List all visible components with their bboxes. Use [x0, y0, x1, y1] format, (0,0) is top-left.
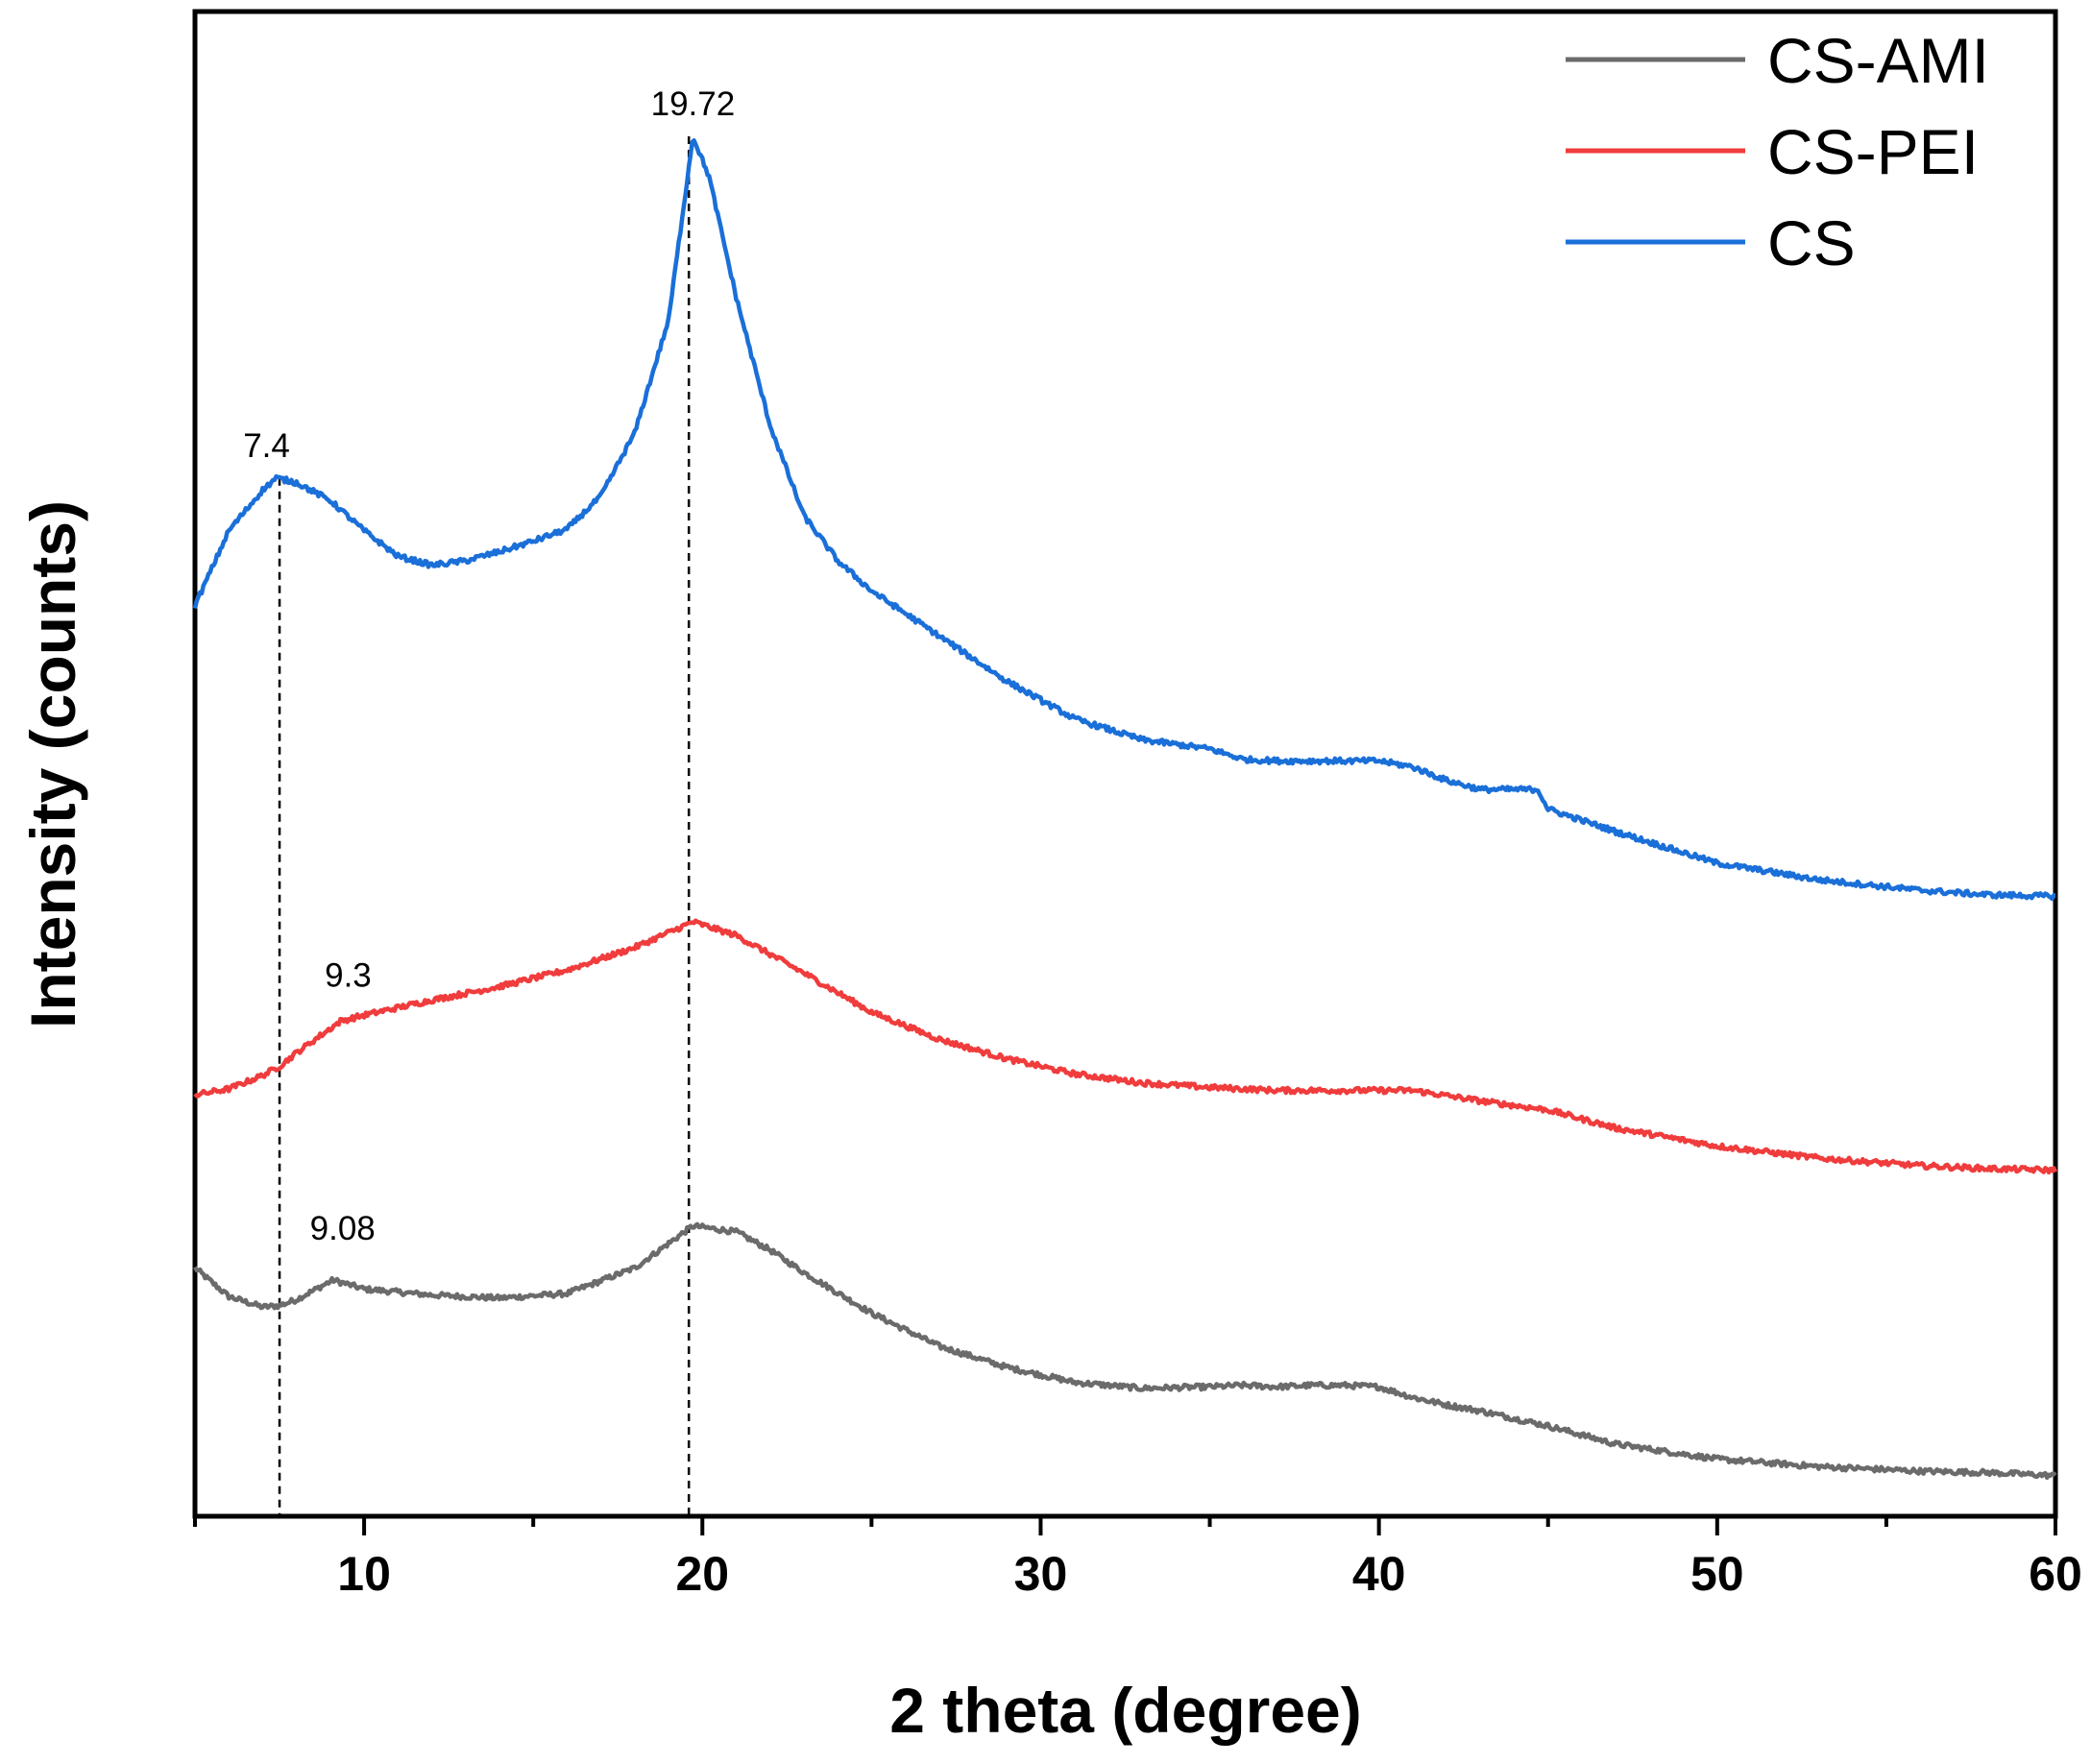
x-tick-label-30: 30: [1014, 1547, 1068, 1601]
peak-label-7-4: 7.4: [243, 427, 290, 465]
legend: CS-AMI CS-PEI CS: [1566, 25, 1989, 278]
legend-label-cs-ami: CS-AMI: [1767, 25, 1989, 96]
x-tick-label-50: 50: [1690, 1547, 1744, 1601]
x-axis-ticks: [193, 1516, 2057, 1535]
legend-label-cs-pei: CS-PEI: [1767, 116, 1979, 187]
legend-label-cs: CS: [1767, 207, 1856, 278]
peak-label-9-3: 9.3: [325, 956, 372, 994]
reference-lines: [278, 136, 691, 1516]
y-axis-title: Intensity (counts): [17, 500, 88, 1028]
peak-label-9-08: 9.08: [310, 1210, 376, 1247]
series-line-cs-pei: [193, 918, 2058, 1175]
peak-annotations: 19.72 7.4 9.3 9.08: [243, 85, 735, 1247]
x-tick-label-60: 60: [2029, 1547, 2082, 1601]
x-axis-title: 2 theta (degree): [889, 1675, 1361, 1746]
peak-label-19-72: 19.72: [651, 85, 736, 123]
x-axis-tick-labels: 10 20 30 40 50 60: [337, 1547, 2082, 1601]
series-line-cs: [192, 137, 2056, 902]
series-lines: [192, 137, 2058, 1481]
plot-frame: [192, 9, 2058, 1519]
x-tick-label-40: 40: [1352, 1547, 1406, 1601]
series-line-cs-ami: [193, 1221, 2057, 1481]
x-tick-label-20: 20: [675, 1547, 729, 1601]
x-tick-label-10: 10: [337, 1547, 391, 1601]
